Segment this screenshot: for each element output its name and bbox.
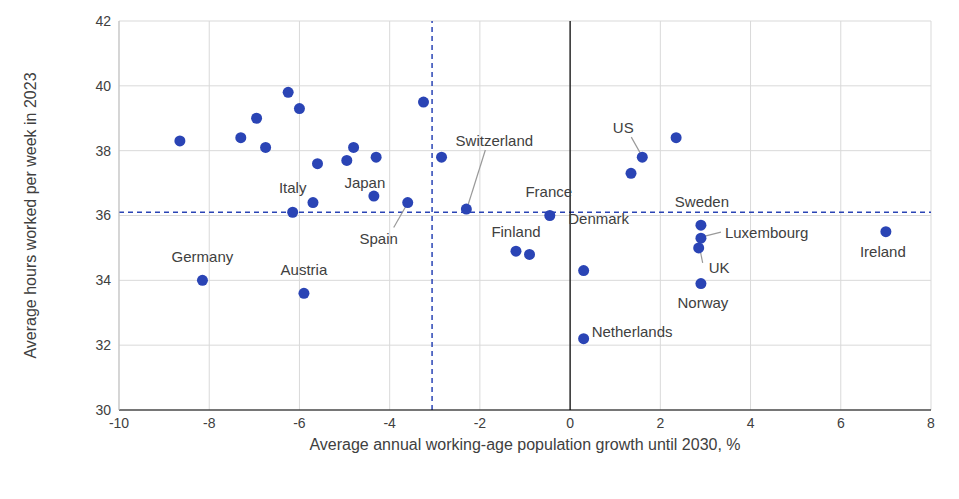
svg-text:Finland: Finland [491, 223, 540, 240]
svg-text:-2: -2 [474, 415, 487, 431]
svg-text:UK: UK [709, 259, 730, 276]
svg-text:Netherlands: Netherlands [592, 323, 673, 340]
svg-text:36: 36 [95, 207, 111, 223]
svg-text:8: 8 [927, 415, 935, 431]
svg-text:38: 38 [95, 143, 111, 159]
svg-text:-6: -6 [293, 415, 306, 431]
svg-text:0: 0 [566, 415, 574, 431]
svg-text:30: 30 [95, 402, 111, 418]
svg-text:Average annual working-age pop: Average annual working-age population gr… [309, 436, 740, 453]
svg-text:4: 4 [747, 415, 755, 431]
svg-text:Average hours worked per week: Average hours worked per week in 2023 [22, 72, 39, 358]
svg-text:-8: -8 [203, 415, 216, 431]
svg-text:Denmark: Denmark [568, 210, 629, 227]
svg-text:42: 42 [95, 13, 111, 29]
svg-text:40: 40 [95, 78, 111, 94]
svg-text:Germany: Germany [172, 248, 234, 265]
svg-text:Japan: Japan [344, 174, 385, 191]
svg-text:32: 32 [95, 337, 111, 353]
svg-text:Switzerland: Switzerland [456, 132, 534, 149]
svg-text:2: 2 [656, 415, 664, 431]
svg-text:34: 34 [95, 272, 111, 288]
svg-text:6: 6 [837, 415, 845, 431]
svg-text:-4: -4 [383, 415, 396, 431]
svg-text:Norway: Norway [678, 294, 729, 311]
svg-text:Ireland: Ireland [860, 243, 906, 260]
svg-text:Sweden: Sweden [675, 193, 729, 210]
svg-text:France: France [525, 183, 572, 200]
svg-text:Italy: Italy [279, 179, 307, 196]
svg-text:Austria: Austria [281, 261, 328, 278]
svg-text:Spain: Spain [360, 230, 398, 247]
svg-text:Luxembourg: Luxembourg [725, 224, 808, 241]
svg-text:US: US [613, 119, 634, 136]
svg-text:-10: -10 [109, 415, 129, 431]
